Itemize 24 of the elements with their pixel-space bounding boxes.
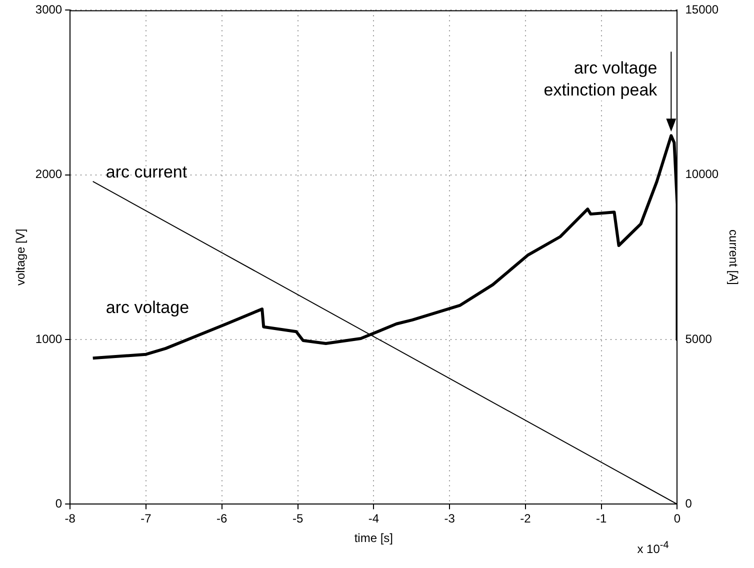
y2-axis-title: current [A]	[726, 230, 740, 285]
x-tick-label: -7	[140, 512, 152, 526]
x-tick-label: -8	[64, 512, 76, 526]
x-tick-label: 0	[674, 512, 681, 526]
annotation: arc voltage extinction peak	[544, 58, 658, 100]
x-tick-label: -1	[596, 512, 607, 526]
text: x 10$^{-4}$	[637, 540, 669, 556]
y-tick-label: 2000	[35, 167, 62, 182]
x-tick-label: -2	[520, 512, 532, 526]
series-label: arc voltage	[106, 298, 190, 318]
y2-tick-label: 0	[685, 496, 692, 511]
x-tick-label: -3	[444, 512, 456, 526]
x-axis-title: time [s]	[354, 531, 393, 546]
y-axis-title: voltage [V]	[14, 228, 28, 286]
y2-tick-label: 15000	[685, 2, 719, 17]
x-tick-label: -5	[292, 512, 304, 526]
y2-tick-label: 5000	[685, 332, 712, 346]
x-tick-label: -6	[216, 512, 228, 526]
series-label: arc current	[106, 162, 188, 182]
x-tick-label: -4	[368, 512, 380, 526]
y-tick-label: 0	[55, 496, 62, 511]
y2-tick-label: 10000	[685, 167, 719, 182]
y-tick-label: 3000	[35, 2, 62, 17]
y-tick-label: 1000	[35, 332, 62, 346]
